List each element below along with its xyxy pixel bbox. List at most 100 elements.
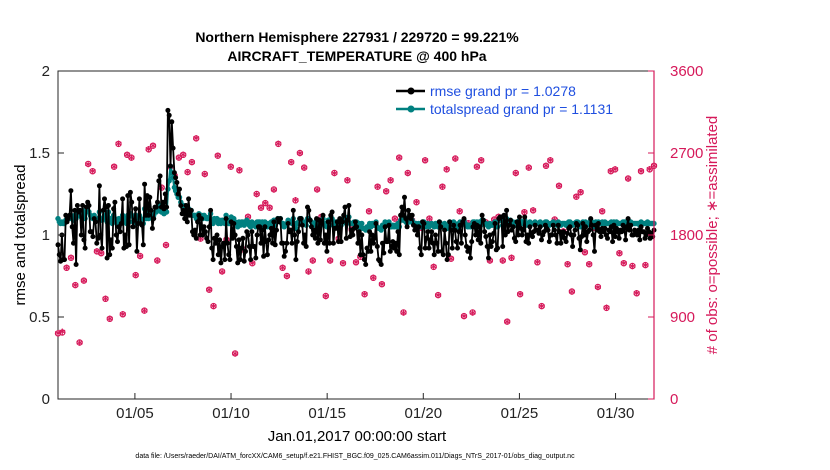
rmse-point [527,224,533,230]
rmse-point [307,217,313,223]
y-axis-left-label: rmse and totalspread [12,165,29,306]
rmse-point [513,239,519,245]
obs-possible-point [361,291,368,298]
rmse-point [342,204,348,210]
obs-assimilated-point: * [150,142,157,157]
rmse-point [271,219,277,225]
obs-assimilated-point: * [106,315,113,330]
left-tick-label: 2 [42,63,50,80]
obs-assimilated-point: * [564,260,571,275]
obs-assimilated-point: * [638,167,645,182]
obs-assimilated-point: * [374,183,381,198]
rmse-point [385,239,391,245]
rmse-point [174,180,180,185]
rmse-point [261,253,267,259]
rmse-point [192,227,198,233]
rmse-point [634,232,640,238]
rmse-point [232,232,238,238]
obs-assimilated-point: * [525,163,532,178]
obs-assimilated-point: * [98,249,105,264]
rmse-point [89,229,95,235]
obs-assimilated-point: * [132,271,139,286]
right-tick-label: 2700 [670,145,703,162]
x-tick-label: 01/05 [116,405,154,422]
rmse-point [530,234,535,240]
obs-assimilated-point: * [538,302,545,317]
obs-possible-point [283,272,291,280]
obs-possible-point [331,169,338,177]
obs-assimilated-point: * [448,255,455,270]
rmse-point [495,245,501,251]
rmse-point [252,244,257,249]
rmse-point [550,222,556,228]
obs-possible-point [344,177,351,184]
rmse-point [581,232,587,238]
obs-assimilated-point: * [568,287,575,302]
rmse-point [382,224,388,230]
rmse-point [133,206,139,212]
rmse-series [55,107,657,267]
obs-possible-point [214,152,221,159]
rmse-point [293,257,299,263]
obs-possible-point [266,204,273,211]
obs-assimilated-point: * [193,134,200,149]
rmse-point [372,235,378,241]
rmse-point [440,252,446,258]
rmse-point [178,203,184,208]
obs-possible-point [629,262,636,270]
obs-possible-point [478,157,485,164]
obs-assimilated-point: * [452,154,459,169]
obs-assimilated-point: * [340,259,347,274]
rmse-point [210,257,216,263]
obs-assimilated-point: * [137,252,144,267]
obs-assimilated-point: * [504,317,511,332]
obs-assimilated-point: * [76,338,83,353]
rmse-point [456,229,462,235]
rmse-point [164,204,170,210]
rmse-point [553,232,559,238]
legend-spread-marker [407,105,415,113]
obs-assimilated-point: * [590,224,597,239]
rmse-point [81,237,87,243]
obs-possible-point [568,288,576,295]
rmse-point [505,229,511,235]
obs-possible-point [538,302,545,310]
rmse-point [188,207,194,213]
rmse-point [469,239,475,245]
rmse-point [610,239,616,245]
rmse-point [508,217,513,223]
obs-possible-point [378,281,386,288]
obs-possible-point [439,183,446,190]
rmse-point [151,216,157,222]
rmse-point [595,221,601,226]
rmse-point [187,212,193,218]
obs-possible-point [145,146,152,153]
obs-assimilated-point: * [305,267,312,282]
rmse-point [515,232,521,238]
rmse-point [208,207,214,213]
obs-assimilated-point: * [517,290,524,305]
rmse-point [402,194,407,200]
obs-possible-point [119,311,127,318]
obs-possible-point [404,169,411,177]
obs-assimilated-point: * [616,249,623,264]
obs-assimilated-point: * [197,235,204,250]
rmse-point [479,212,485,218]
rmse-point [409,212,415,218]
obs-assimilated-point: * [443,165,450,180]
rmse-point [414,232,420,238]
obs-assimilated-point: * [473,163,480,178]
rmse-point [146,212,151,218]
rmse-point [86,203,92,208]
rmse-point [532,222,538,228]
obs-possible-point [525,164,533,171]
rmse-point [306,207,312,213]
rmse-point [139,222,145,228]
rmse-point [539,237,544,243]
chart-subtitle: AIRCRAFT_TEMPERATURE @ 400 hPa [227,48,486,64]
obs-possible-point [128,154,135,161]
rmse-point [458,240,464,246]
rmse-point [590,232,596,238]
obs-possible-point [512,169,520,177]
rmse-point [280,240,286,246]
